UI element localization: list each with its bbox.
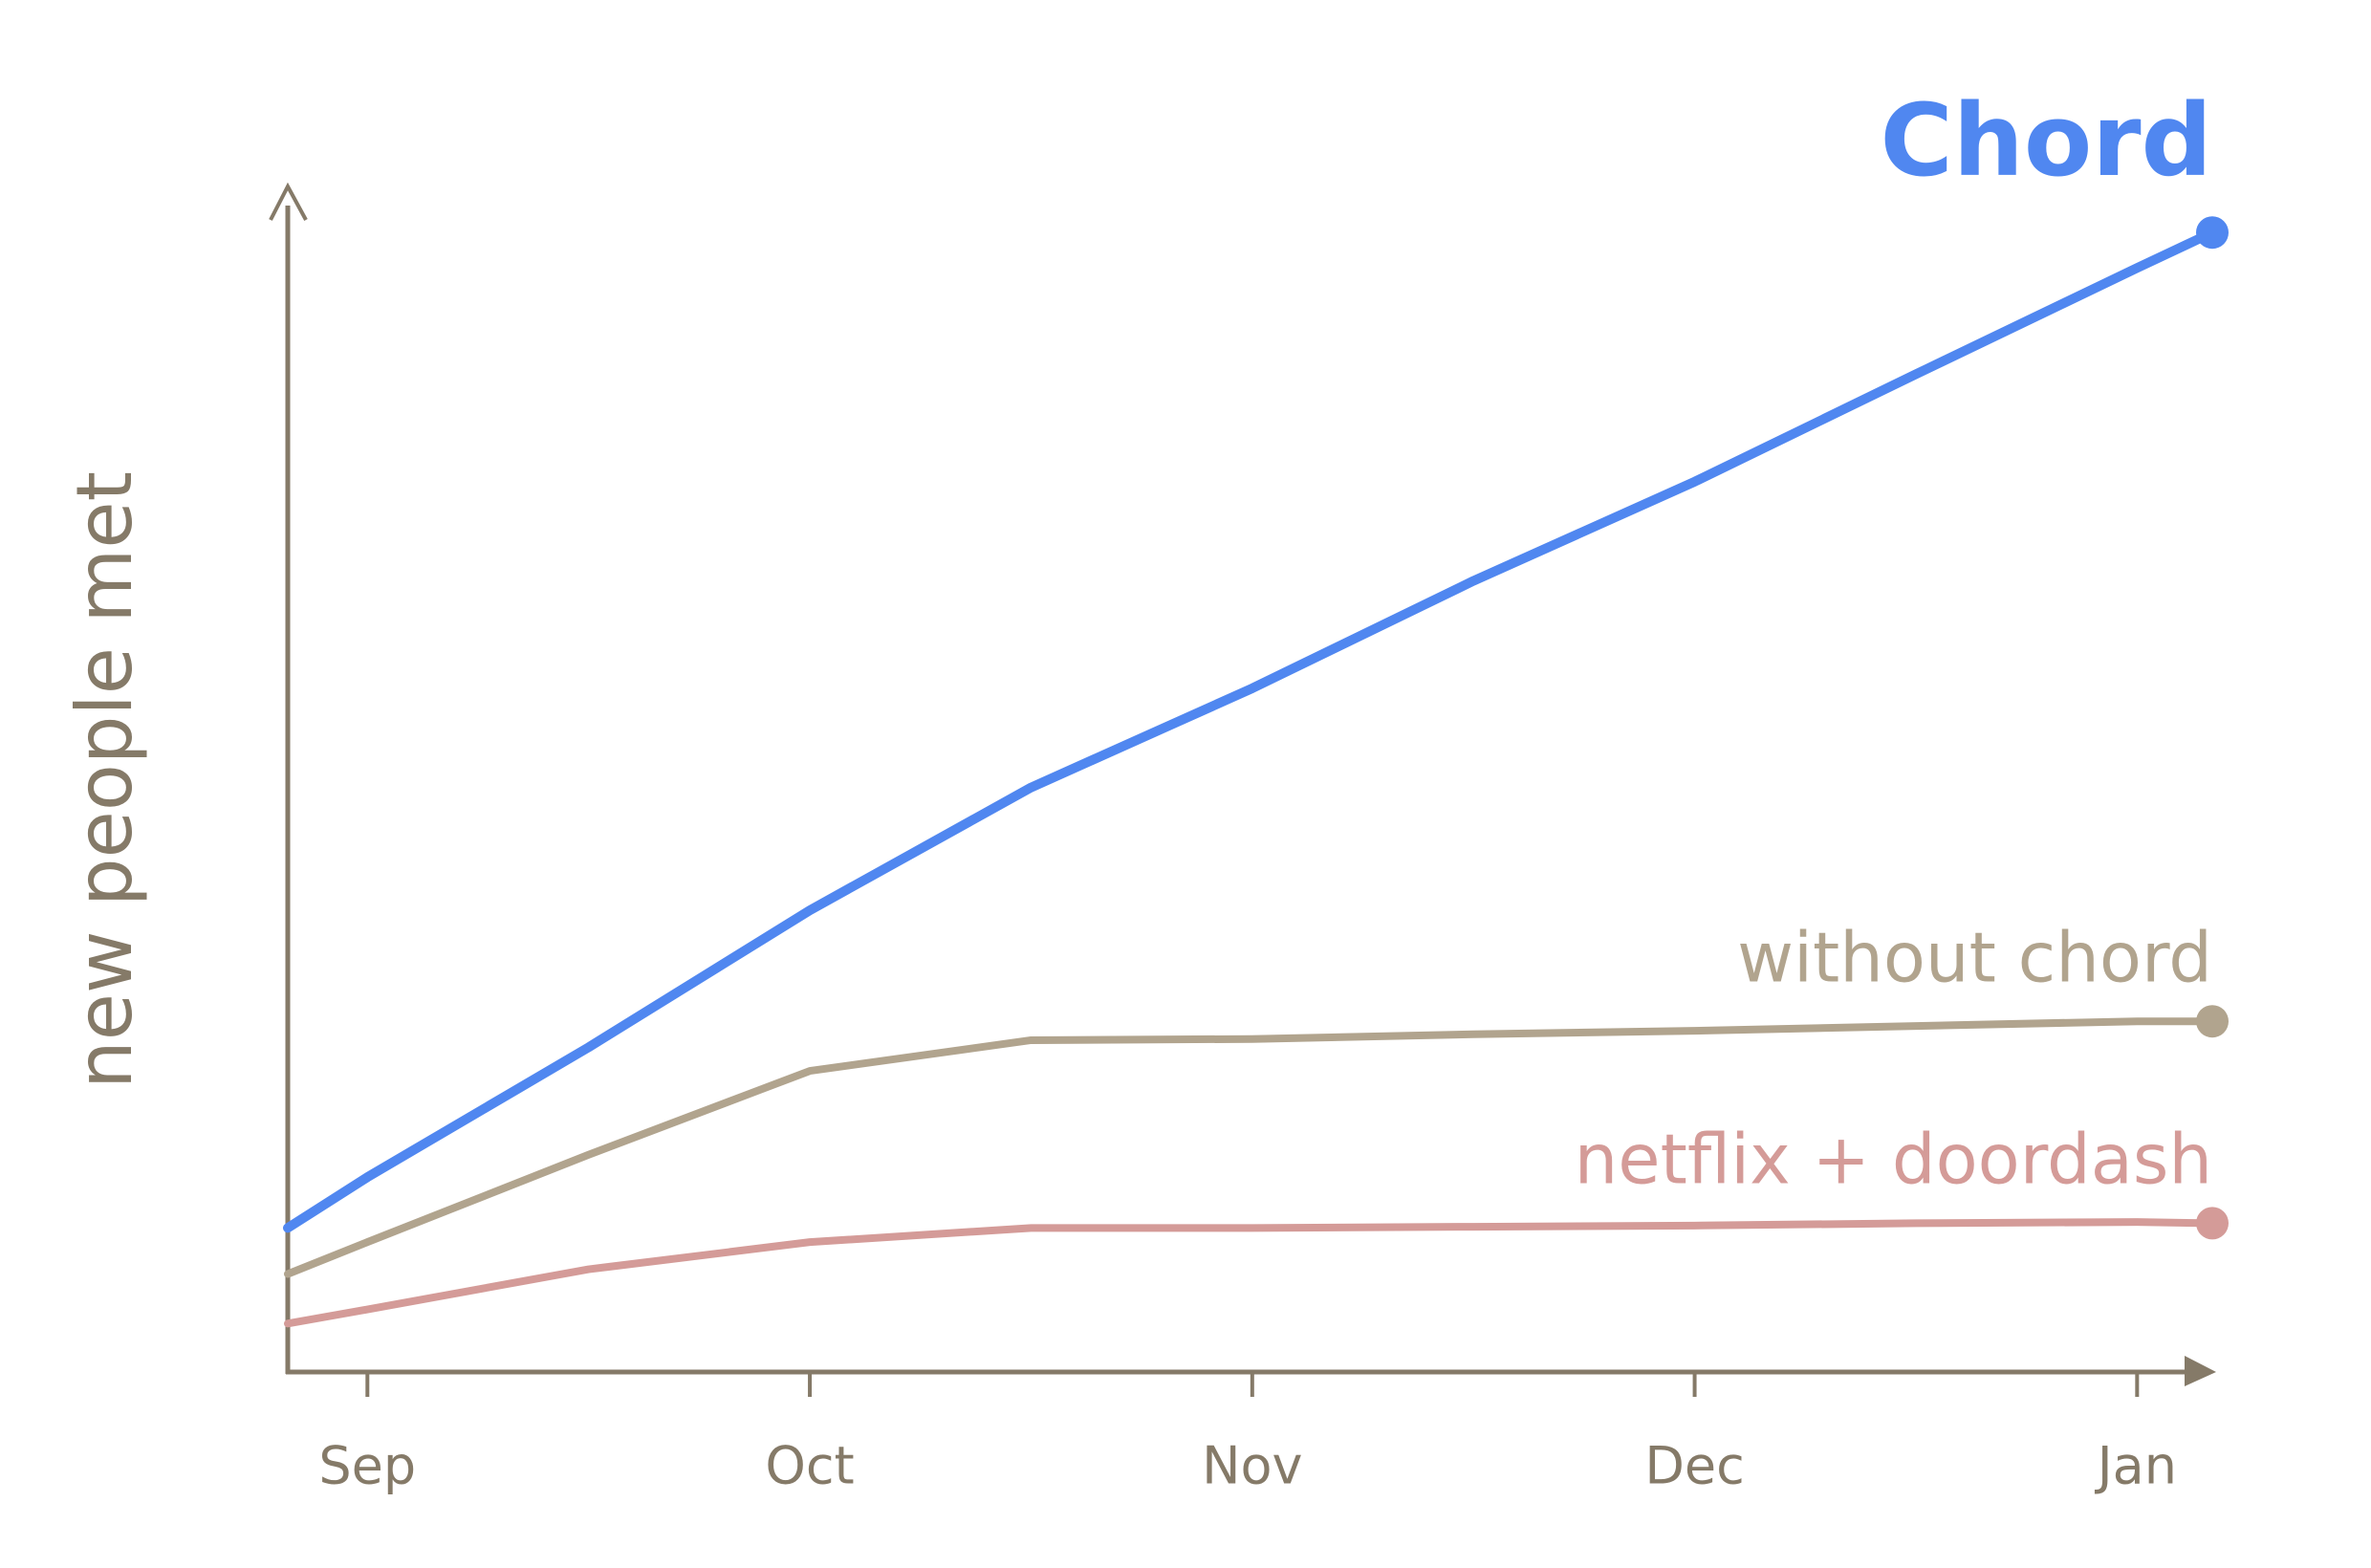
series-line (284, 1218, 2216, 1328)
series-label: Chord (1880, 82, 2212, 199)
x-axis-arrow (2185, 1356, 2216, 1386)
x-tick-label: Oct (765, 1436, 854, 1496)
end-point (2196, 1005, 2229, 1038)
x-tick-label: Nov (1202, 1436, 1302, 1496)
end-point (2196, 216, 2229, 250)
series-line (284, 1017, 2216, 1278)
series-label: netflix + doordash (1575, 1120, 2212, 1200)
y-axis-title: new people met (60, 471, 149, 1089)
y-axis-arrow (269, 182, 308, 221)
x-tick-label: Sep (318, 1436, 416, 1496)
series-label: without chord (1737, 918, 2212, 998)
x-tick-label: Jan (2095, 1436, 2177, 1496)
end-point (2196, 1207, 2229, 1240)
series-line (283, 228, 2217, 1233)
x-tick-label: Dec (1644, 1436, 1745, 1496)
